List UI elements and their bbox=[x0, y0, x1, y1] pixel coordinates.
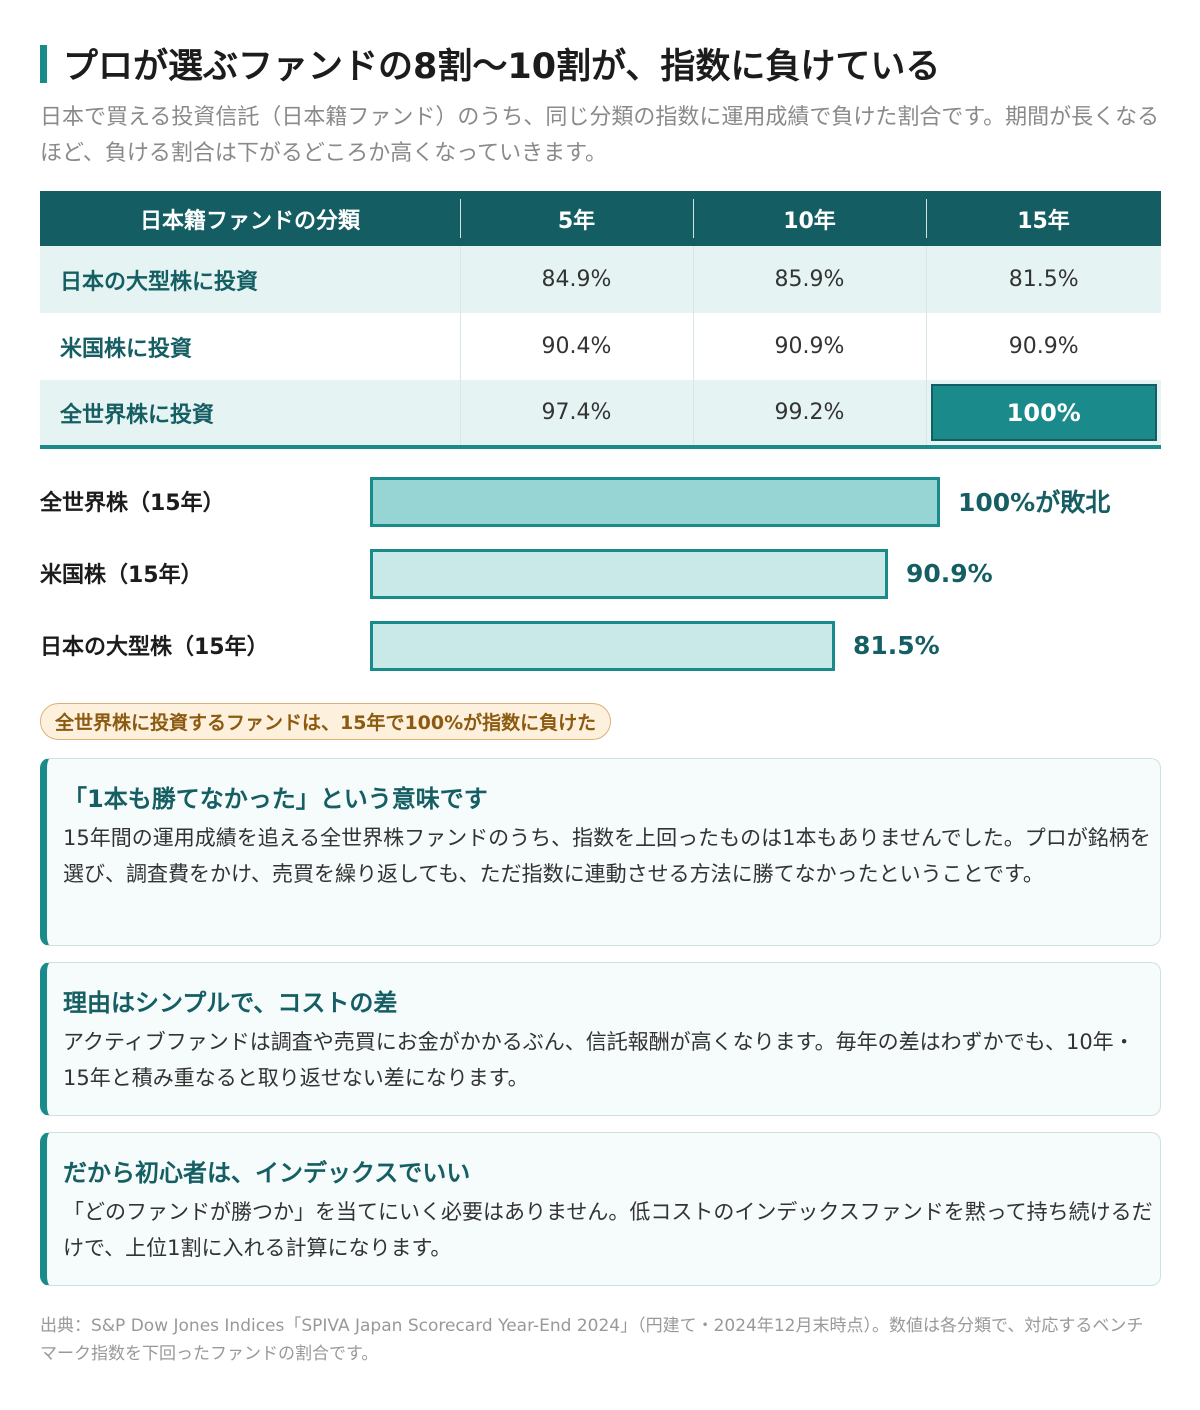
card-title: だから初心者は、インデックスでいい bbox=[63, 1159, 471, 1187]
row-category: 全世界株に投資 bbox=[40, 380, 460, 449]
card-body: 15年間の運用成績を追える全世界株ファンドのうち、指数を上回ったものは1本もあり… bbox=[63, 826, 1151, 886]
card-title: 理由はシンプルで、コストの差 bbox=[63, 989, 398, 1017]
comparison-table: 日本籍ファンドの分類 5年 10年 15年 日本の大型株に投資 84.9% 85… bbox=[40, 191, 1161, 449]
header-10y: 10年 bbox=[693, 191, 926, 246]
title-accent-bar bbox=[40, 44, 47, 83]
bar-label: 全世界株（15年） bbox=[40, 491, 225, 516]
bar-row-japan: 日本の大型株（15年） 81.5% bbox=[40, 619, 1161, 671]
header-5y: 5年 bbox=[460, 191, 693, 246]
row-category: 日本の大型株に投資 bbox=[40, 246, 460, 313]
highlight-badge: 全世界株に投資するファンドは、15年で100%が指数に負けた bbox=[40, 703, 612, 740]
info-card: 理由はシンプルで、コストの差 アクティブファンドは調査や売買にお金がかかるぶん、… bbox=[40, 962, 1161, 1116]
page-header: プロが選ぶファンドの8割〜10割が、指数に負けている bbox=[40, 38, 940, 89]
page-title: プロが選ぶファンドの8割〜10割が、指数に負けている bbox=[63, 47, 941, 87]
table-row: 日本の大型株に投資 84.9% 85.9% 81.5% bbox=[40, 246, 1161, 313]
bar-row-global: 全世界株（15年） 100%が敗北 bbox=[40, 475, 1161, 527]
card-body: 「どのファンドが勝つか」を当てにいく必要はありません。低コストのインデックスファ… bbox=[63, 1200, 1153, 1260]
bar bbox=[370, 621, 835, 671]
card-title: 「1本も勝てなかった」という意味です bbox=[63, 785, 488, 813]
cell-15y: 90.9% bbox=[925, 313, 1161, 380]
info-card: だから初心者は、インデックスでいい 「どのファンドが勝つか」を当てにいく必要はあ… bbox=[40, 1132, 1161, 1286]
table-row: 全世界株に投資 97.4% 99.2% 100% bbox=[40, 380, 1161, 449]
header-15y: 15年 bbox=[926, 191, 1161, 246]
table-header-row: 日本籍ファンドの分類 5年 10年 15年 bbox=[40, 191, 1161, 246]
row-category: 米国株に投資 bbox=[40, 313, 460, 380]
cell-10y: 90.9% bbox=[692, 313, 926, 380]
page-subtitle: 日本で買える投資信託（日本籍ファンド）のうち、同じ分類の指数に運用成績で負けた割… bbox=[40, 105, 1160, 166]
bar-label: 日本の大型株（15年） bbox=[40, 635, 269, 660]
table-row: 米国株に投資 90.4% 90.9% 90.9% bbox=[40, 313, 1161, 380]
bar-value-label: 100%が敗北 bbox=[958, 488, 1111, 517]
info-card: 「1本も勝てなかった」という意味です 15年間の運用成績を追える全世界株ファンド… bbox=[40, 758, 1161, 946]
bar-label: 米国株（15年） bbox=[40, 563, 203, 588]
bar-value-label: 90.9% bbox=[906, 558, 993, 588]
cell-10y: 99.2% bbox=[692, 380, 926, 449]
cell-5y: 84.9% bbox=[459, 246, 693, 313]
cell-10y: 85.9% bbox=[692, 246, 926, 313]
cell-15y-highlight: 100% bbox=[925, 380, 1161, 449]
bar-row-us: 米国株（15年） 90.9% bbox=[40, 547, 1161, 599]
bar bbox=[370, 477, 940, 527]
card-body: アクティブファンドは調査や売買にお金がかかるぶん、信託報酬が高くなります。毎年の… bbox=[63, 1030, 1135, 1090]
highlight-value: 100% bbox=[930, 384, 1157, 441]
header-category: 日本籍ファンドの分類 bbox=[40, 191, 460, 246]
cell-5y: 90.4% bbox=[459, 313, 693, 380]
cell-15y: 81.5% bbox=[925, 246, 1161, 313]
source-note: 出典：S&P Dow Jones Indices「SPIVA Japan Sco… bbox=[40, 1316, 1144, 1364]
bar-value-label: 81.5% bbox=[853, 630, 940, 660]
cell-5y: 97.4% bbox=[459, 380, 693, 449]
bar bbox=[370, 549, 888, 599]
